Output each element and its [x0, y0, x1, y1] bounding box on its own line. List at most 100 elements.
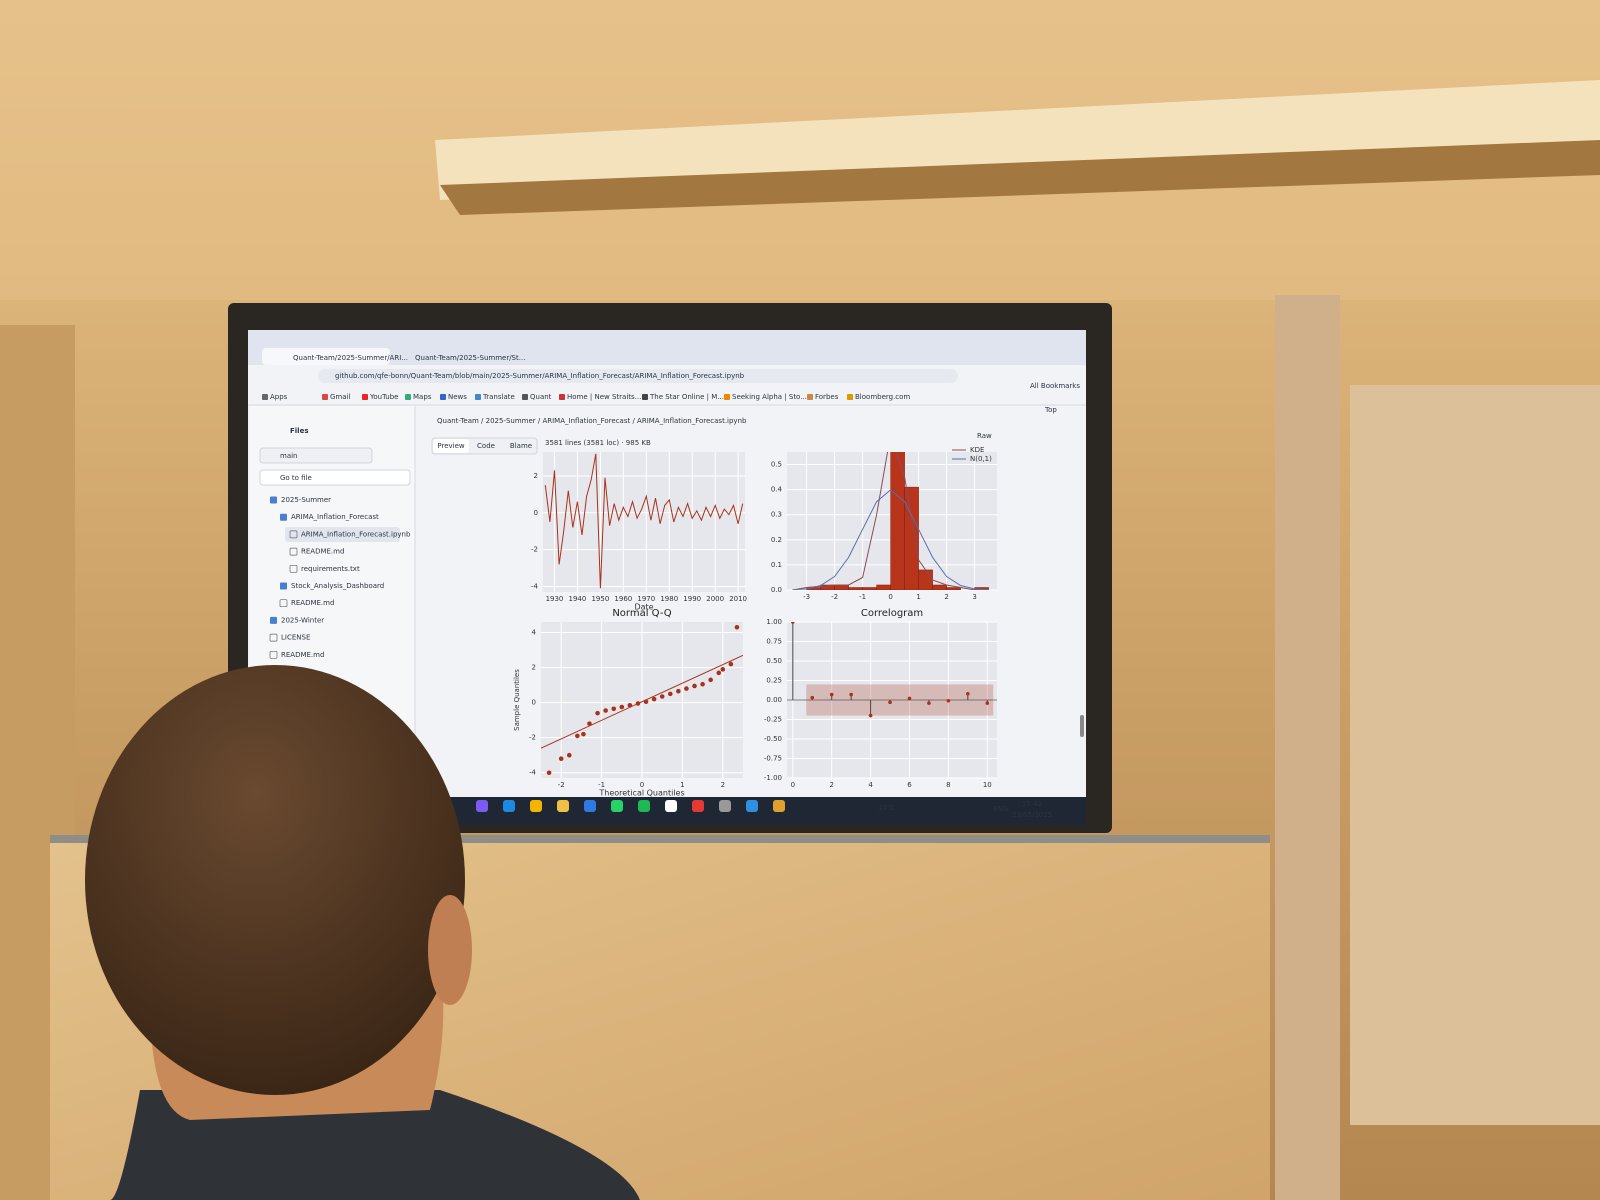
bookmark[interactable]: Apps: [270, 393, 288, 401]
taskbar-icon[interactable]: [692, 800, 704, 812]
right-rail: [1275, 295, 1340, 1200]
url[interactable]: github.com/qfe-bonn/Quant-Team/blob/main…: [335, 372, 745, 380]
y-tick-label: 2: [534, 472, 538, 480]
histogram-bar: [848, 587, 863, 590]
x-tick-label: 0: [640, 781, 644, 789]
histogram-bar: [834, 584, 849, 590]
file-icon: [279, 599, 288, 608]
bookmark[interactable]: Forbes: [815, 393, 839, 401]
residual-line: [544, 453, 744, 589]
histogram-bar: [862, 587, 877, 590]
tree-item[interactable]: LICENSE: [281, 634, 310, 642]
qq-point: [700, 681, 705, 687]
tree-item[interactable]: requirements.txt: [301, 565, 360, 573]
y-tick-label: -0.25: [764, 716, 782, 724]
browser-tab[interactable]: Quant-Team/2025-Summer/St...: [415, 354, 525, 362]
language[interactable]: ENG: [993, 805, 1008, 813]
taskbar-icon[interactable]: [476, 800, 488, 812]
y-tick-label: 0.2: [771, 536, 782, 544]
bookmark-icon: [559, 394, 565, 400]
file-icon: [289, 564, 298, 573]
taskbar-icon[interactable]: [557, 800, 569, 812]
clock-time[interactable]: 15:42: [1022, 800, 1042, 808]
taskbar-icon[interactable]: [611, 800, 623, 812]
taskbar-icon[interactable]: [503, 800, 515, 812]
stem-marker: [849, 692, 853, 697]
bookmark[interactable]: News: [448, 393, 467, 401]
tree-item[interactable]: README.md: [291, 599, 334, 607]
stem-marker: [888, 700, 892, 705]
bookmark-icon: [405, 394, 411, 400]
qq-point: [627, 702, 633, 708]
x-axis-label: Date: [634, 603, 653, 612]
plot-marks: [787, 622, 997, 718]
taskbar-icon[interactable]: [773, 800, 785, 812]
branch-button[interactable]: [259, 447, 373, 464]
taskbar-icon[interactable]: [746, 800, 758, 812]
stem-marker: [927, 701, 931, 705]
x-tick-label: 4: [868, 781, 873, 789]
plot-marks: [544, 453, 744, 589]
tree-item[interactable]: README.md: [281, 651, 324, 659]
y-tick-label: 4: [532, 629, 537, 637]
y-tick-label: -2: [529, 734, 536, 742]
folder-icon: [280, 513, 287, 521]
branch-name[interactable]: main: [280, 452, 298, 460]
bookmark[interactable]: Gmail: [330, 393, 350, 401]
taskbar-icon[interactable]: [530, 800, 542, 812]
tree-item[interactable]: 2025-Winter: [281, 616, 324, 624]
bookmark-icon: [847, 394, 853, 400]
qq-point: [651, 696, 657, 702]
y-tick-label: 0.4: [771, 486, 783, 494]
x-tick-label: 2010: [729, 595, 747, 603]
raw-button[interactable]: Raw: [977, 432, 992, 440]
qq-point: [720, 667, 726, 672]
stem-marker: [946, 698, 951, 703]
bookmark[interactable]: Home | New Straits...: [567, 393, 641, 401]
bookmark[interactable]: Bloomberg.com: [855, 393, 910, 401]
stem-marker: [791, 622, 795, 624]
tree-item[interactable]: ARIMA_Inflation_Forecast.ipynb: [301, 530, 411, 538]
x-tick-label: 1930: [546, 595, 564, 603]
taskbar-icon[interactable]: [719, 800, 731, 812]
bookmark[interactable]: YouTube: [369, 393, 398, 401]
stem-marker: [966, 691, 970, 696]
bookmark[interactable]: Translate: [482, 393, 515, 401]
bookmark[interactable]: Quant: [530, 393, 552, 401]
x-axis-label: Theoretical Quantiles: [598, 789, 684, 798]
qq-point: [619, 704, 625, 710]
x-tick-label: 10: [983, 781, 992, 789]
taskbar-icon[interactable]: [638, 800, 650, 812]
qq-point: [611, 706, 617, 712]
search-box[interactable]: [259, 469, 411, 486]
x-tick-label: 2: [721, 781, 725, 789]
active-tab[interactable]: [262, 348, 390, 365]
tree-item[interactable]: Stock_Analysis_Dashboard: [291, 582, 384, 590]
browser-tab[interactable]: Quant-Team/2025-Summer/ARI...: [293, 354, 408, 362]
all-bookmarks[interactable]: All Bookmarks: [1030, 382, 1080, 390]
reference-line: [541, 654, 743, 749]
tree-item[interactable]: 2025-Summer: [281, 496, 331, 504]
tree-item[interactable]: README.md: [301, 548, 344, 556]
bookmark[interactable]: Seeking Alpha | Sto...: [732, 393, 807, 401]
bookmark[interactable]: Maps: [413, 393, 432, 401]
clock-date[interactable]: 23/05/2025: [1012, 811, 1052, 819]
tree-item[interactable]: ARIMA_Inflation_Forecast: [291, 513, 379, 521]
file-icon: [289, 530, 298, 539]
view-tab[interactable]: Code: [477, 442, 495, 450]
taskbar-icon[interactable]: [665, 800, 677, 812]
y-tick-label: 0.75: [766, 638, 782, 646]
back-to-top[interactable]: Top: [1044, 406, 1057, 414]
search-placeholder[interactable]: Go to file: [280, 474, 312, 482]
y-tick-label: 0.25: [766, 677, 782, 685]
view-tab[interactable]: Blame: [510, 442, 532, 450]
taskbar-icon[interactable]: [584, 800, 596, 812]
y-tick-label: 0.0: [771, 586, 782, 594]
x-tick-label: -2: [558, 781, 565, 789]
bookmark[interactable]: The Star Online | M...: [649, 393, 724, 401]
breadcrumb[interactable]: Quant-Team / 2025-Summer / ARIMA_Inflati…: [437, 417, 747, 425]
bookmark-icon: [262, 394, 268, 400]
address-bar[interactable]: [318, 369, 958, 383]
view-tab[interactable]: Preview: [437, 442, 465, 450]
